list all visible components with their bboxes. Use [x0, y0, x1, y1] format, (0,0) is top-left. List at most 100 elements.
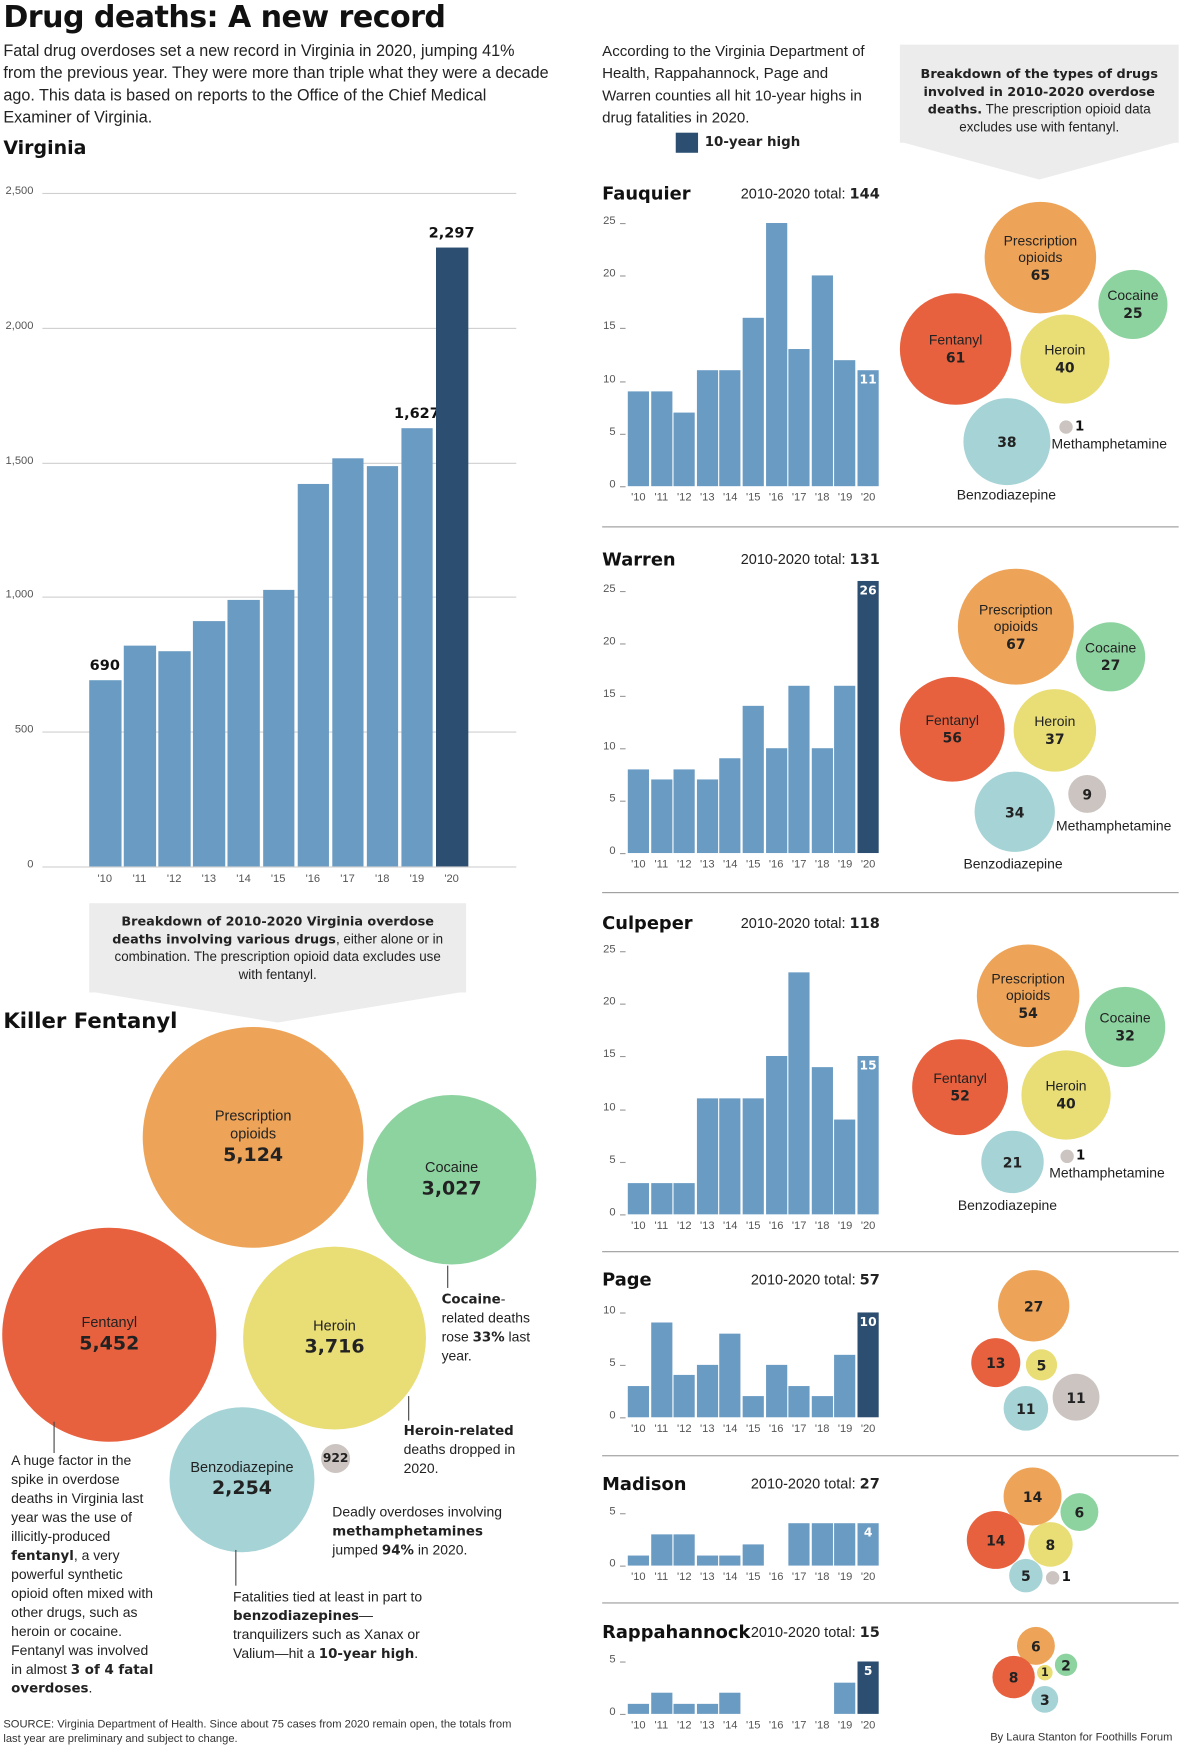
total-value: 118: [849, 915, 880, 933]
x-tick-label: '11: [654, 858, 669, 871]
y-tick-mark: [619, 1513, 626, 1515]
data-label-2020: 26: [859, 582, 877, 598]
y-tick-mark: [619, 1364, 626, 1366]
bar-17: [331, 458, 364, 867]
bubble-value: 13: [986, 1354, 1006, 1372]
x-tick-label: '18: [814, 491, 830, 505]
x-tick-label: '18: [814, 858, 830, 871]
bubble-benzodiazepine: Benzodiazepine 2,254: [169, 1407, 315, 1553]
x-tick-label: '19: [837, 1719, 853, 1732]
bubble-value: 37: [1045, 730, 1065, 748]
heroin-note: Heroin-related deaths dropped in 2020.: [404, 1422, 527, 1479]
x-tick-label: '13: [700, 491, 715, 505]
x-tick-label: '13: [700, 1719, 715, 1732]
bubble-name: Fentanyl: [925, 712, 980, 729]
bubble-name-benzodiazepine: Benzodiazepine: [963, 856, 1063, 873]
bubble-benzodiazepine: 21: [981, 1130, 1044, 1194]
x-tick-label: '20: [860, 491, 876, 505]
bar-16: [297, 483, 330, 867]
bubble-cocaine: Cocaine 27: [1076, 622, 1146, 692]
bubble-value: 6: [1031, 1637, 1041, 1655]
x-tick-label: '16: [305, 873, 321, 886]
y-tick-mark: [619, 951, 626, 953]
bar-14: [719, 758, 741, 854]
note-text: Fatalities tied at least in part to: [233, 1589, 423, 1605]
bubble-methamphetamine: 9: [1068, 774, 1107, 813]
x-tick-label: '11: [654, 1719, 669, 1732]
y-tick-label: 0: [27, 858, 34, 871]
bar-12: [673, 769, 695, 854]
note-text: , a very powerful synthetic opioid often…: [11, 1547, 153, 1678]
bar-13: [696, 1555, 718, 1566]
bubble-prescription-opioids: Prescription opioids 5,124: [142, 1026, 364, 1248]
bubble-value: 11: [1066, 1388, 1086, 1406]
intro-text: Fatal drug overdoses set a new record in…: [3, 42, 549, 128]
bubble-value: 32: [1115, 1026, 1135, 1044]
bar-10: [89, 680, 121, 867]
x-tick-label: '16: [768, 1571, 784, 1584]
bar-14: [719, 1555, 741, 1566]
bubble-cocaine: 2: [1054, 1653, 1078, 1676]
bar-18: [366, 466, 399, 867]
data-label-2020: 4: [863, 1525, 873, 1541]
county-total: 2010-2020 total: 15: [669, 1624, 880, 1642]
note-text: .: [414, 1645, 419, 1662]
bubble-value: 6: [1074, 1503, 1085, 1521]
bubble-cocaine: 6: [1060, 1493, 1099, 1532]
y-tick-label: 10: [603, 740, 616, 753]
x-tick-label: '11: [654, 1571, 669, 1584]
x-tick-label: '15: [745, 1571, 761, 1584]
bar-13: [696, 1703, 718, 1714]
y-tick-label: 20: [603, 267, 616, 281]
bubble-value: 25: [1123, 304, 1143, 322]
bubble-name: Cocaine: [1085, 640, 1137, 656]
page-title: Drug deaths: A new record: [3, 0, 446, 35]
total-label: 2010-2020 total:: [750, 1475, 860, 1492]
total-label: 2010-2020 total:: [740, 914, 850, 932]
meth-note: Deadly overdoses involving methamphetami…: [332, 1503, 527, 1560]
y-tick-label: 25: [603, 943, 616, 956]
x-tick-label: '20: [860, 1571, 876, 1584]
bubble-name: Fentanyl: [928, 332, 983, 348]
note-text: deaths dropped in 2020.: [403, 1441, 516, 1477]
legend-label: 10-year high: [704, 133, 801, 150]
legend-swatch-10-year-high: [675, 132, 699, 153]
note-text: , either alone or in combination. The pr…: [114, 931, 444, 983]
bubble-cocaine: Cocaine 3,027: [366, 1095, 537, 1265]
section-divider: [602, 526, 1179, 528]
x-tick-label: '11: [132, 873, 147, 886]
source-note: SOURCE: Virginia Department of Health. S…: [3, 1718, 512, 1746]
bar-13: [696, 779, 718, 854]
x-tick-label: '17: [791, 1219, 807, 1233]
bubble-value: 922: [322, 1450, 349, 1466]
bar-10: [627, 1385, 649, 1418]
bubble-heroin: Heroin 37: [1013, 689, 1097, 772]
bar-20: [857, 1523, 879, 1566]
x-tick-label: '14: [722, 1571, 738, 1584]
bubble-value: 8: [1008, 1668, 1019, 1686]
y-tick-label: 10: [603, 1101, 616, 1114]
x-tick-label: '15: [745, 1422, 761, 1436]
bubble-value: 9: [1082, 785, 1093, 803]
total-label: 2010-2020 total:: [750, 1623, 860, 1641]
bubble-methamphetamine: [1060, 1149, 1074, 1164]
y-tick-mark: [619, 1312, 626, 1314]
y-tick-label: 5: [609, 1505, 616, 1518]
bubble-benzodiazepine: 5: [1009, 1558, 1043, 1593]
county-total: 2010-2020 total: 57: [669, 1271, 880, 1289]
bubble-value: 5: [1021, 1567, 1031, 1584]
x-tick-label: '10: [631, 1571, 646, 1584]
bar-20: [857, 1661, 879, 1714]
data-label-2020: 11: [859, 372, 877, 388]
bubble-benzodiazepine: 34: [974, 771, 1055, 852]
x-tick-label: '10: [631, 491, 646, 505]
emphasis-text: 10-year high: [318, 1645, 415, 1662]
x-tick-label: '12: [677, 1219, 692, 1233]
bubble-value: 2,254: [211, 1477, 272, 1500]
bubble-prescription-opioids: Prescription opioids 65: [984, 201, 1097, 314]
bar-18: [811, 1066, 833, 1215]
bubble-fentanyl: Fentanyl 5,452: [2, 1227, 217, 1442]
bubble-fentanyl: 13: [971, 1338, 1021, 1388]
x-tick-label: '11: [654, 491, 669, 505]
right-callout-pointer: [899, 141, 1179, 180]
